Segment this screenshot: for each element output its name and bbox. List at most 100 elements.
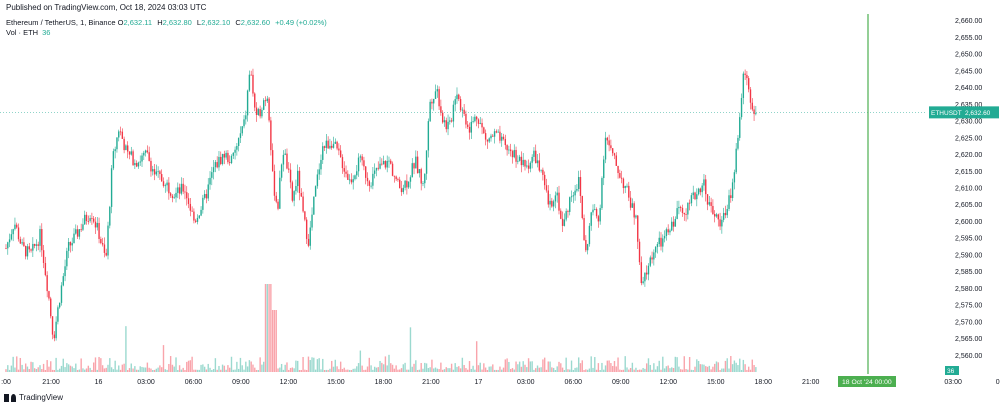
candle-body [275,195,277,202]
candle-body [688,202,691,204]
volume-bar [619,369,621,372]
candle-body [484,133,487,140]
volume-bar [456,366,458,372]
volume-bar [320,369,322,372]
volume-bar [543,357,546,372]
candle-body [144,150,147,153]
volume-bar [610,363,612,372]
candle-body [241,126,243,134]
volume-bar [409,327,412,372]
volume-bar [594,357,596,372]
volume-bar [719,369,721,372]
volume-bar [304,369,306,372]
volume-bar [484,367,487,372]
candle-body [73,233,75,244]
volume-bar [94,357,97,372]
candle-body [749,89,752,103]
candle-body [696,194,698,200]
candle-body [216,162,218,168]
volume-bar [452,369,455,372]
volume-bar [203,366,206,372]
candle-body [629,197,632,208]
candle-body [535,150,537,164]
y-tick-label: 2,600.00 [955,219,982,226]
volume-bar [284,364,286,372]
candle-body [533,150,535,157]
candle-body [381,163,383,165]
candle-body [239,133,242,139]
volume-bar [588,368,591,372]
candle-body [488,138,490,142]
footer-brand: TradingView [19,393,64,402]
volume-bar [236,361,238,372]
candle-body [66,250,68,267]
volume-bar [681,369,684,372]
volume-bar [674,356,677,372]
candle-body [628,185,630,198]
volume-bar [363,369,365,372]
candle-body [407,181,410,188]
volume-bar [690,369,693,372]
volume-bar [749,369,752,372]
y-tick-label: 2,560.00 [955,353,982,360]
volume-bar [463,364,465,372]
candle-body [67,241,70,251]
candle-body [150,160,152,172]
candle-body [579,177,582,197]
volume-bar [243,369,245,372]
price-axis[interactable]: 2,660.00 2,655.00 2,650.00 2,645.00 2,640.00… [955,18,982,360]
candle-body [495,131,498,133]
candle-body [166,182,168,186]
volume-bar [60,365,63,372]
volume-bar [644,368,646,372]
candle-body [586,244,589,251]
volume-bar [50,361,52,372]
published-line: Published on TradingView.com, Oct 18, 20… [6,3,207,12]
volume-bar [205,369,208,372]
candle-body [236,145,238,150]
legend-row-volume: Vol · ETH 36 [6,28,327,38]
volume-bar [160,367,163,372]
candle-body [17,227,20,240]
volume-bar [184,369,186,372]
candles [5,68,757,342]
volume-bar [51,369,54,372]
volume-bar [28,369,30,372]
candle-body [724,212,727,216]
candle-body [80,229,82,231]
volume-bar [134,366,136,372]
candle-body [445,120,447,130]
volume-bar [234,369,236,372]
volume-bars [5,284,757,372]
candle-body [653,252,655,260]
volume-bar [391,364,394,372]
candle-body [259,109,261,117]
volume-bar [427,368,430,372]
candle-body [32,243,34,251]
volume-bar [420,363,422,372]
candle-body [173,197,175,199]
volume-bar [286,362,288,372]
candle-body [502,136,505,140]
candle-body [338,148,340,151]
candle-body [486,139,489,142]
candle-body [705,179,707,195]
y-tick-label: 2,580.00 [955,286,982,293]
candle-body [55,321,57,339]
candle-body [16,224,18,228]
volume-bar [121,364,124,372]
volume-bar [656,366,659,372]
volume-bar [370,365,372,372]
volume-bar [552,367,555,372]
candle-body [169,193,172,196]
candle-body [273,171,276,196]
candle-body [135,163,138,167]
time-axis[interactable]: :00 21:00 16 03:00 06:00 09:00 12:00 15:00 18:00… [1,379,1000,386]
candle-body [225,152,227,158]
x-tick-label: 15:00 [707,379,725,386]
candle-body [529,162,532,169]
candle-body [350,179,353,183]
volume-bar [209,367,211,372]
candle-body [690,195,693,204]
